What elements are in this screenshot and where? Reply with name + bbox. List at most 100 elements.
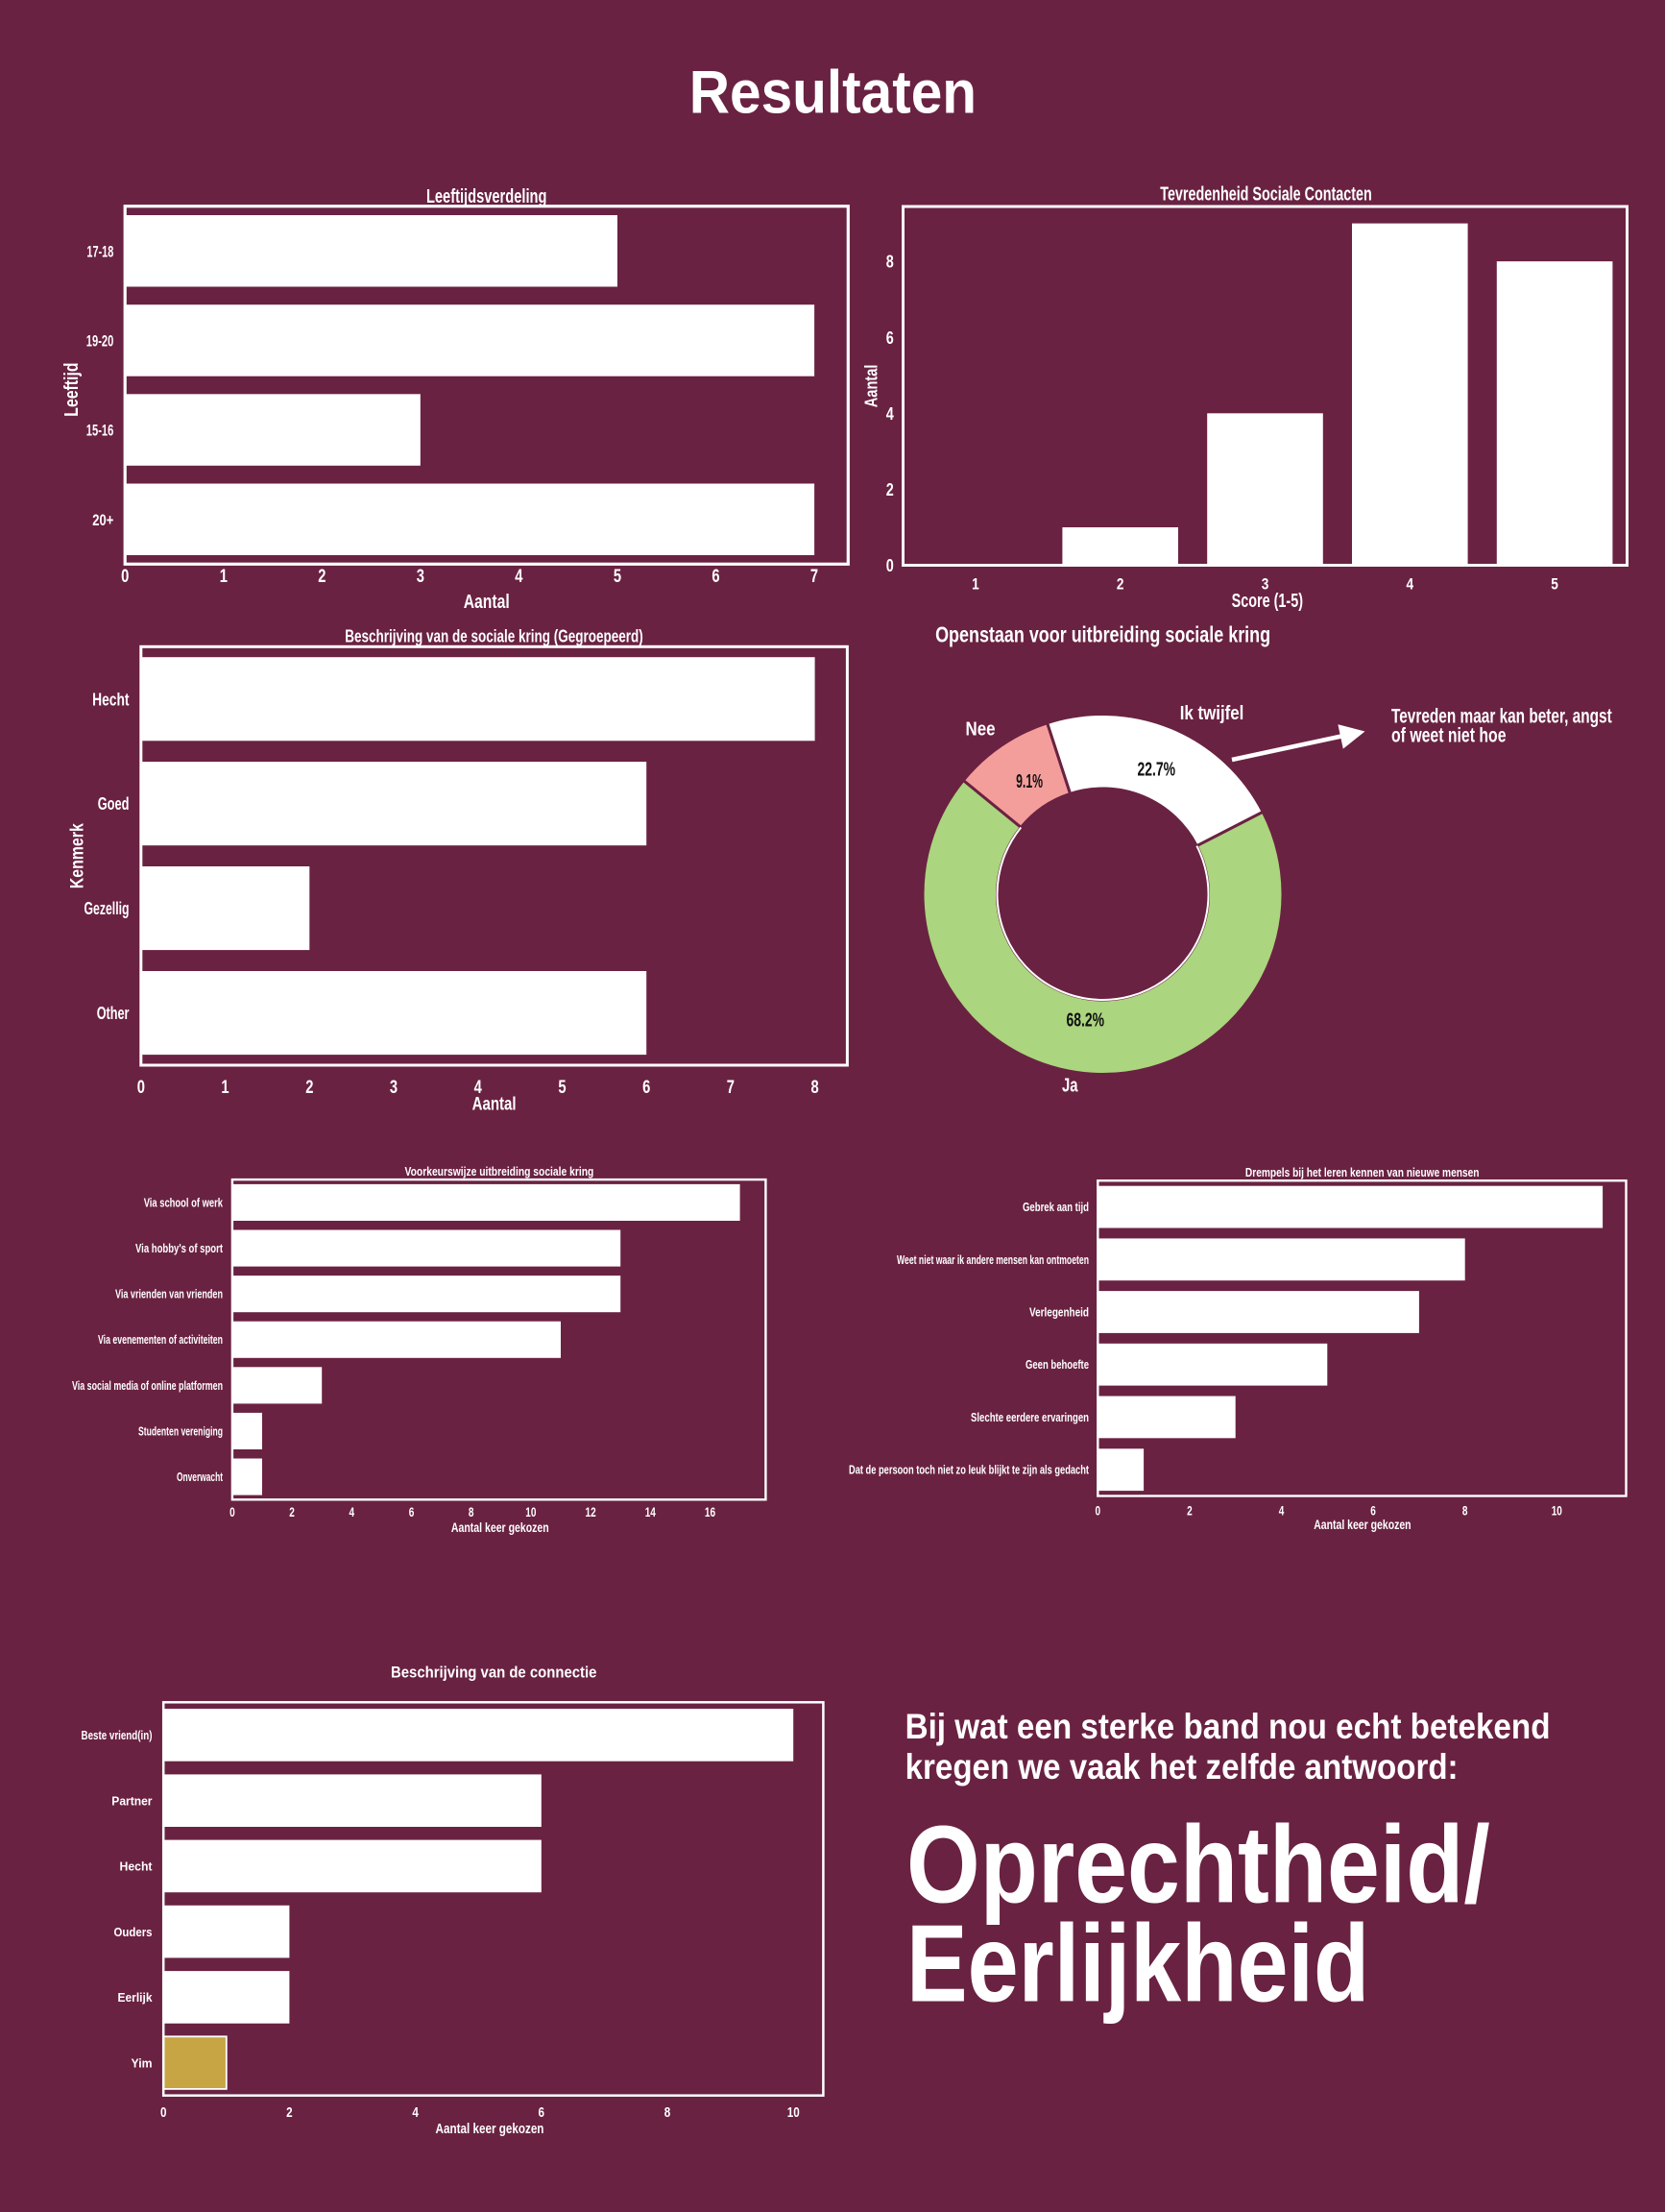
- svg-text:20+: 20+: [92, 511, 113, 529]
- svg-text:6: 6: [642, 1078, 650, 1098]
- svg-text:Gebrek aan tijd: Gebrek aan tijd: [1023, 1201, 1089, 1214]
- svg-text:8: 8: [469, 1505, 474, 1519]
- svg-text:1: 1: [221, 1078, 229, 1098]
- svg-text:1: 1: [220, 567, 229, 587]
- svg-text:0: 0: [160, 2104, 167, 2121]
- svg-text:Hecht: Hecht: [120, 1860, 154, 1874]
- svg-text:4: 4: [886, 404, 894, 424]
- svg-text:19-20: 19-20: [86, 332, 114, 351]
- svg-text:14: 14: [645, 1505, 657, 1519]
- svg-text:Leeftijd: Leeftijd: [61, 363, 83, 417]
- svg-text:6: 6: [409, 1505, 415, 1519]
- svg-text:4: 4: [1279, 1503, 1285, 1518]
- svg-text:Nee: Nee: [966, 718, 996, 741]
- svg-text:10: 10: [787, 2104, 800, 2121]
- svg-text:2: 2: [286, 2104, 293, 2121]
- svg-text:Ouders: Ouders: [114, 1925, 153, 1939]
- svg-text:12: 12: [586, 1505, 596, 1519]
- svg-text:2: 2: [1187, 1503, 1193, 1518]
- svg-text:10: 10: [1552, 1503, 1562, 1518]
- svg-text:Via vrienden van vrienden: Via vrienden van vrienden: [115, 1288, 223, 1301]
- svg-text:Aantal keer gekozen: Aantal keer gekozen: [436, 2121, 544, 2137]
- svg-text:6: 6: [712, 567, 719, 587]
- svg-text:of weet niet hoe: of weet niet hoe: [1391, 725, 1507, 747]
- svg-text:kregen we vaak het zelfde antw: kregen we vaak het zelfde antwoord:: [905, 1747, 1459, 1787]
- svg-text:Dat de persoon toch niet zo le: Dat de persoon toch niet zo leuk blijkt …: [849, 1464, 1090, 1477]
- svg-text:Hecht: Hecht: [92, 690, 129, 709]
- svg-text:4: 4: [474, 1078, 483, 1098]
- svg-text:Gezellig: Gezellig: [84, 899, 130, 918]
- svg-text:4: 4: [1407, 575, 1414, 594]
- svg-text:3: 3: [1262, 575, 1269, 594]
- svg-text:Other: Other: [97, 1004, 130, 1023]
- svg-text:5: 5: [614, 567, 622, 587]
- svg-text:Partner: Partner: [111, 1793, 152, 1808]
- svg-text:Aantal: Aantal: [464, 592, 510, 613]
- svg-text:Onverwacht: Onverwacht: [177, 1471, 224, 1484]
- svg-text:6: 6: [1370, 1503, 1376, 1518]
- svg-text:Aantal: Aantal: [472, 1095, 517, 1115]
- svg-text:0: 0: [229, 1505, 235, 1519]
- svg-text:5: 5: [1551, 575, 1558, 594]
- svg-text:Via hobby's of sport: Via hobby's of sport: [135, 1242, 224, 1255]
- svg-text:Leeftijdsverdeling: Leeftijdsverdeling: [426, 186, 547, 207]
- svg-text:Aantal keer gekozen: Aantal keer gekozen: [451, 1520, 549, 1535]
- svg-text:Resultaten: Resultaten: [689, 60, 977, 127]
- svg-text:Drempels bij het leren kennen: Drempels bij het leren kennen van nieuwe…: [1245, 1165, 1480, 1179]
- svg-text:Score (1-5): Score (1-5): [1232, 591, 1303, 612]
- svg-text:Goed: Goed: [98, 794, 130, 814]
- svg-text:0: 0: [137, 1078, 145, 1098]
- svg-text:0: 0: [1096, 1503, 1101, 1518]
- svg-text:3: 3: [417, 567, 424, 587]
- svg-text:Ik twijfel: Ik twijfel: [1180, 702, 1244, 724]
- svg-text:Beschrijving van de sociale kr: Beschrijving van de sociale kring (Gegro…: [345, 626, 642, 646]
- svg-text:10: 10: [525, 1505, 536, 1519]
- svg-text:Via evenementen of activiteite: Via evenementen of activiteiten: [98, 1333, 223, 1347]
- svg-text:68.2%: 68.2%: [1067, 1009, 1105, 1031]
- svg-text:Voorkeurswijze uitbreiding soc: Voorkeurswijze uitbreiding sociale kring: [405, 1164, 594, 1179]
- svg-text:Via school of werk: Via school of werk: [144, 1196, 223, 1209]
- svg-text:4: 4: [515, 567, 523, 587]
- svg-text:Oprechtheid/: Oprechtheid/: [906, 1804, 1490, 1927]
- svg-text:2: 2: [318, 567, 326, 587]
- svg-text:16: 16: [705, 1505, 716, 1519]
- svg-text:Aantal: Aantal: [862, 365, 881, 408]
- svg-text:5: 5: [558, 1078, 567, 1098]
- svg-text:Beschrijving van de connectie: Beschrijving van de connectie: [391, 1665, 596, 1682]
- svg-text:8: 8: [811, 1078, 819, 1098]
- svg-text:0: 0: [121, 567, 129, 587]
- svg-text:Geen behoefte: Geen behoefte: [1026, 1358, 1089, 1372]
- svg-text:8: 8: [664, 2104, 671, 2121]
- svg-text:Eerlijk: Eerlijk: [118, 1990, 154, 2005]
- svg-text:4: 4: [350, 1505, 355, 1519]
- svg-text:Tevreden maar kan beter, angst: Tevreden maar kan beter, angst: [1391, 706, 1612, 728]
- svg-text:Ja: Ja: [1062, 1075, 1078, 1097]
- svg-text:17-18: 17-18: [86, 242, 113, 260]
- svg-text:Yim: Yim: [132, 2055, 153, 2070]
- svg-text:4: 4: [412, 2104, 419, 2121]
- svg-text:Tevredenheid Sociale Contacten: Tevredenheid Sociale Contacten: [1160, 183, 1372, 205]
- svg-text:Eerlijkheid: Eerlijkheid: [906, 1902, 1369, 2025]
- svg-text:Via social media of online pla: Via social media of online platformen: [72, 1379, 223, 1393]
- svg-text:Verlegenheid: Verlegenheid: [1029, 1306, 1089, 1320]
- svg-text:7: 7: [727, 1078, 735, 1098]
- svg-text:22.7%: 22.7%: [1138, 759, 1176, 780]
- svg-text:9.1%: 9.1%: [1016, 771, 1043, 792]
- svg-text:6: 6: [886, 328, 894, 348]
- svg-text:8: 8: [1462, 1503, 1468, 1518]
- svg-text:2: 2: [886, 480, 894, 499]
- svg-text:0: 0: [886, 556, 894, 575]
- svg-text:Studenten vereniging: Studenten vereniging: [138, 1424, 223, 1438]
- svg-text:Weet niet waar ik andere mense: Weet niet waar ik andere mensen kan ontm…: [897, 1253, 1089, 1267]
- svg-text:Slechte eerdere ervaringen: Slechte eerdere ervaringen: [971, 1411, 1089, 1424]
- svg-text:8: 8: [886, 253, 894, 272]
- svg-text:Beste vriend(in): Beste vriend(in): [82, 1728, 153, 1742]
- svg-text:Aantal keer gekozen: Aantal keer gekozen: [1314, 1518, 1411, 1532]
- svg-text:3: 3: [390, 1078, 398, 1098]
- svg-text:7: 7: [810, 567, 818, 587]
- svg-text:1: 1: [972, 575, 979, 594]
- svg-text:15-16: 15-16: [86, 422, 114, 440]
- svg-text:2: 2: [289, 1505, 295, 1519]
- svg-text:Kenmerk: Kenmerk: [68, 823, 88, 888]
- svg-text:2: 2: [305, 1078, 313, 1098]
